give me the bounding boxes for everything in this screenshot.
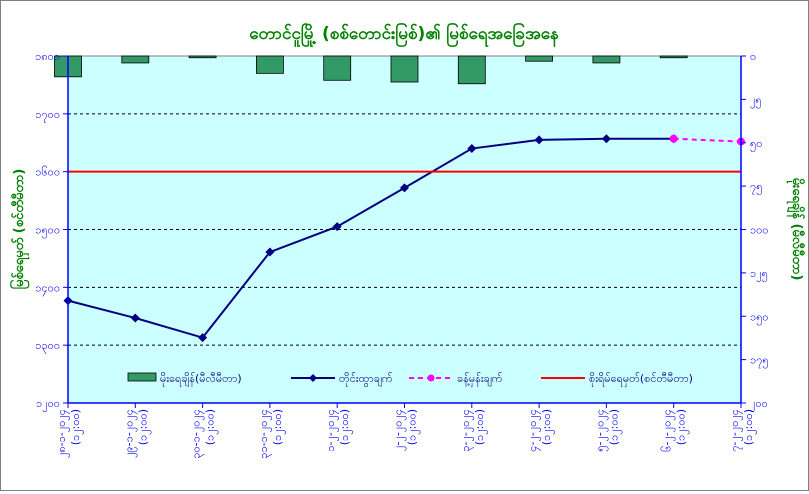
x-tick-label-time: (၁၂:၀၀) — [338, 409, 353, 445]
observed-point — [265, 247, 275, 257]
observed-point — [198, 333, 208, 343]
x-tick-label-date: ၁-၂-၂၀၂၄ — [324, 409, 339, 452]
x-tick-label: ၃၁-၁-၂၀၂၄ (၁၂:၀၀) — [257, 409, 286, 459]
x-tick-label-time: (၁၂:၀၀) — [136, 409, 151, 445]
x-tick-label-time: (၁၂:၀၀) — [406, 409, 421, 445]
legend-label: ခန့်မှန်းချက် — [457, 372, 503, 387]
x-tick-label-date: ၅-၂-၂၀၂၄ — [593, 409, 608, 452]
x-tick-label-time: (၁၂:၀၀) — [271, 409, 286, 445]
legend-swatch — [127, 372, 157, 382]
forecast-point — [669, 134, 678, 143]
left-tick-label: ၁၃၀၀ — [35, 339, 60, 354]
right-tick-label: ၅၀ — [750, 137, 762, 152]
right-axis-title: မိုးရေချိန် (မီလီမီတာ) — [786, 178, 806, 281]
left-tick-label: ၁၇၀၀ — [35, 108, 60, 123]
x-tick-label-date: ၃၁-၁-၂၀၂၄ — [257, 409, 272, 459]
rainfall-bar — [525, 55, 553, 62]
x-tick-label: ၃-၂-၂၀၂၄ (၁၂:၀၀) — [459, 409, 488, 452]
right-tick-label: ၀ — [750, 50, 756, 63]
rainfall-bar — [323, 55, 352, 81]
rainfall-bar — [188, 55, 217, 59]
right-tick-label: ၇၅ — [750, 180, 762, 195]
right-tick-label: ၁၇၅ — [750, 354, 769, 369]
x-tick-label: ၅-၂-၂၀၂၄ (၁၂:၀၀) — [593, 409, 622, 452]
rainfall-bar — [659, 55, 688, 59]
observed-point — [130, 313, 140, 323]
rainfall-bar — [121, 55, 150, 64]
x-tick-label-date: ၂၈-၁-၂၀၂၄ — [55, 409, 70, 458]
observed-line — [67, 137, 674, 339]
forecast-line — [673, 137, 742, 143]
observed-point — [601, 134, 611, 144]
x-tick-label-time: (၁၂:၀၀) — [69, 409, 84, 445]
observed-point — [467, 144, 477, 154]
x-tick-label-time: (၁၂:၀၀) — [473, 409, 488, 445]
x-tick-label-date: ၃-၂-၂၀၂၄ — [459, 409, 474, 452]
x-tick-label-date: ၂-၂-၂၀၂၄ — [392, 409, 407, 451]
series-lines — [63, 134, 745, 343]
right-tick-label: ၁၀၀ — [750, 224, 769, 237]
observed-point — [332, 222, 342, 232]
x-tick-label-time: (၁၂:၀၀) — [607, 409, 622, 445]
rainfall-bar — [457, 55, 486, 85]
x-tick-label: ၄-၂-၂၀၂၄ (၁၂:၀၀) — [526, 409, 555, 452]
x-tick-label-date: ၇-၂-၂၀၂၄ — [728, 409, 743, 452]
left-tick-label: ၁၅၀၀ — [35, 224, 60, 239]
x-tick-label: ၂၉-၁-၂၀၂၄ (၁၂:၀၀) — [122, 409, 151, 458]
x-tick-label-date: ၃၀-၁-၂၀၂၄ — [190, 409, 205, 459]
left-axis-title: မြစ်ရေမှတ် (စင်တီမီတာ) — [9, 169, 30, 290]
x-tick-label-time: (၁၂:၀၀) — [675, 409, 690, 445]
legend-marker — [427, 374, 435, 382]
right-tick-label: ၁၂၅ — [750, 267, 768, 282]
x-tick-label: ၆-၂-၂၀၂၄ (၁၂:၀၀) — [661, 409, 690, 452]
x-tick-label-date: ၂၉-၁-၂၀၂၄ — [122, 409, 137, 458]
rainfall-bar — [592, 55, 621, 64]
x-tick-label: ၂-၂-၂၀၂၄ (၁၂:၀၀) — [392, 409, 421, 451]
rainfall-bar — [255, 55, 284, 74]
legend: မိုးရေချိန်(မီလီမီတာ) တိုင်းထွာချက် ခန့်မှ… — [127, 372, 693, 387]
x-tick-label-date: ၆-၂-၂၀၂၄ — [661, 409, 676, 452]
right-tick-label: ၂၀၀ — [750, 397, 768, 412]
left-tick-label: ၁၄၀၀ — [35, 281, 60, 296]
x-tick-label: ၂၈-၁-၂၀၂၄ (၁၂:၀၀) — [55, 409, 84, 458]
observed-point — [400, 183, 409, 193]
x-tick-label-time: (၁၂:၀၀) — [540, 409, 555, 445]
x-tick-label-date: ၄-၂-၂၀၂၄ — [526, 409, 541, 452]
left-tick-label: ၁၆၀၀ — [35, 166, 60, 179]
x-tick-label-time: (၁၂:၀၀) — [742, 409, 757, 445]
legend-label: မိုးရေချိန်(မီလီမီတာ) — [160, 372, 242, 387]
x-tick-label-time: (၁၂:၀၀) — [204, 409, 219, 445]
x-tick-label: ၁-၂-၂၀၂၄ (၁၂:၀၀) — [324, 409, 353, 452]
left-tick-label: ၁၂၀၀ — [36, 397, 60, 412]
legend-marker — [309, 374, 317, 382]
rainfall-bars — [54, 55, 688, 85]
legend-label: တိုင်းထွာချက် — [339, 372, 393, 387]
chart-title: တောင်ငူမြို့ (စစ်တောင်းမြစ်)၏ မြစ်ရေအခြေ… — [249, 21, 559, 48]
axes: ၁၂၀၀ ၁၃၀၀ ၁၄၀၀ ၁၅၀၀ ၁၆၀၀ ၁၇၀၀ ၁၈၀၀ ၀၂၅၅၀၇၅၁၀၀၁၂… — [35, 50, 768, 459]
rainfall-bar — [390, 55, 419, 83]
observed-point — [534, 135, 544, 145]
right-tick-label: ၂၅ — [750, 93, 762, 108]
x-tick-label: ၇-၂-၂၀၂၄ (၁၂:၀၀) — [728, 409, 757, 452]
left-tick-label: ၁၈၀၀ — [35, 50, 60, 63]
x-tick-label: ၃၀-၁-၂၀၂၄ (၁၂:၀၀) — [190, 409, 219, 459]
legend-label: စိုးရိမ်ရေမှတ်(စင်တီမီတာ) — [589, 372, 693, 387]
right-tick-label: ၁၅၀ — [750, 310, 769, 325]
